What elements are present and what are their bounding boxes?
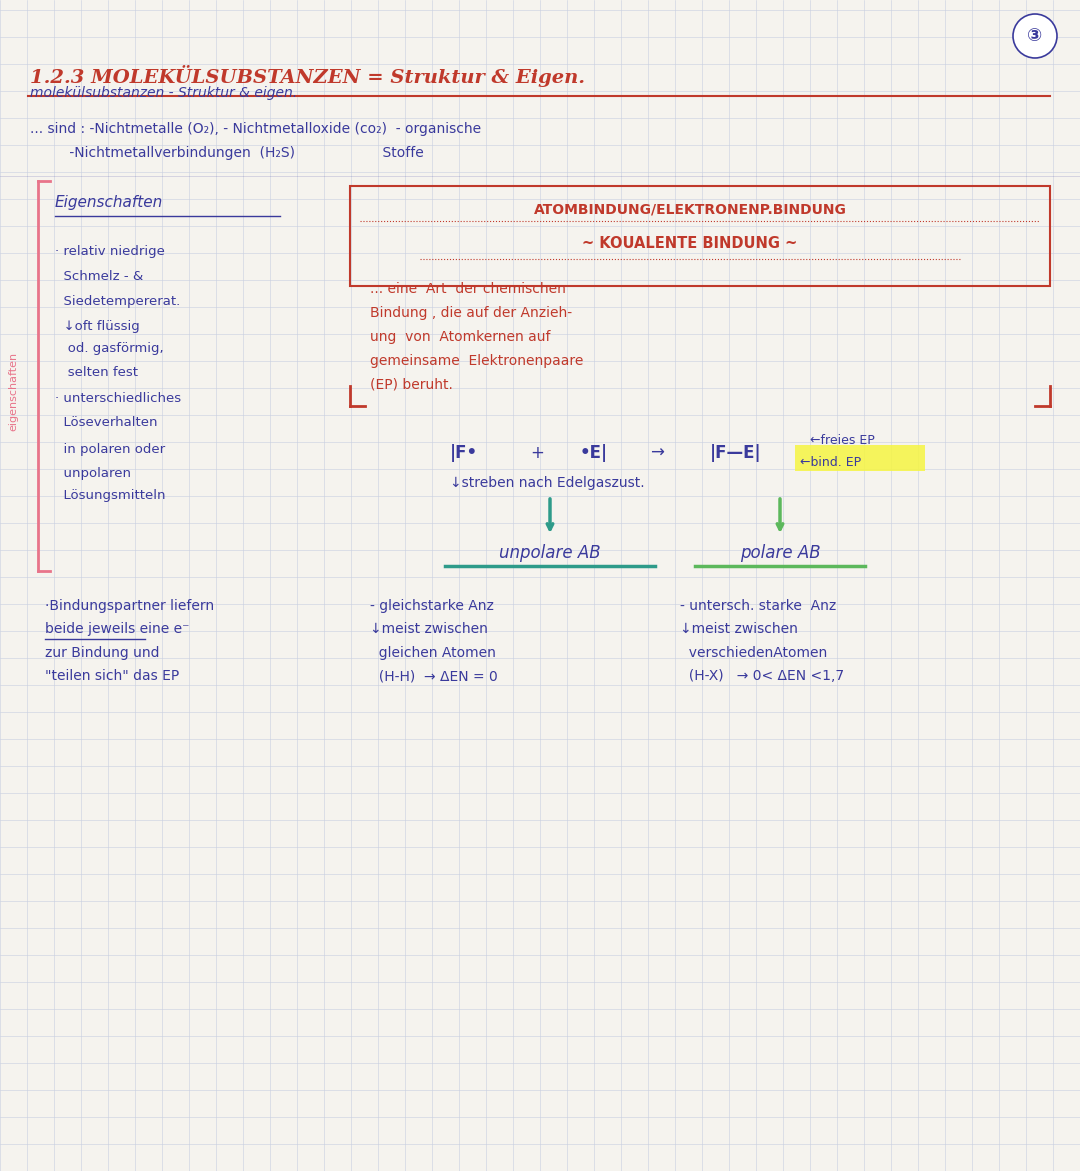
- Text: od. gasförmig,: od. gasförmig,: [55, 342, 164, 356]
- Text: selten fest: selten fest: [55, 367, 138, 379]
- Text: ·Bindungspartner liefern: ·Bindungspartner liefern: [45, 600, 214, 612]
- Text: beide jeweils eine e⁻: beide jeweils eine e⁻: [45, 622, 189, 636]
- Text: gemeinsame  Elektronenpaare: gemeinsame Elektronenpaare: [370, 354, 583, 368]
- Text: +: +: [530, 444, 544, 463]
- Text: - gleichstarke Anz: - gleichstarke Anz: [370, 600, 494, 612]
- Text: unpolare AB: unpolare AB: [499, 545, 600, 562]
- Text: Eigenschaften: Eigenschaften: [55, 196, 163, 211]
- Text: Lösungsmitteln: Lösungsmitteln: [55, 489, 165, 502]
- Text: →: →: [650, 444, 664, 463]
- Text: polare AB: polare AB: [740, 545, 821, 562]
- Text: - untersch. starke  Anz: - untersch. starke Anz: [680, 600, 836, 612]
- Text: ③: ③: [1027, 27, 1042, 44]
- Text: in polaren oder: in polaren oder: [55, 443, 165, 456]
- Text: molekülsubstanzen - Struktur & eigen.: molekülsubstanzen - Struktur & eigen.: [30, 85, 297, 100]
- Text: ~ KOUALENTE BINDUNG ~: ~ KOUALENTE BINDUNG ~: [582, 235, 798, 251]
- Text: ↓streben nach Edelgaszust.: ↓streben nach Edelgaszust.: [450, 475, 645, 489]
- Text: Löseverhalten: Löseverhalten: [55, 417, 158, 430]
- Text: ... sind : -Nichtmetalle (O₂), - Nichtmetalloxide (co₂)  - organische: ... sind : -Nichtmetalle (O₂), - Nichtme…: [30, 122, 481, 136]
- Text: eigenschaften: eigenschaften: [8, 351, 18, 431]
- Text: Bindung , die auf der Anzieh-: Bindung , die auf der Anzieh-: [370, 306, 572, 320]
- Text: verschiedenAtomen: verschiedenAtomen: [680, 646, 827, 660]
- Text: •E|: •E|: [580, 444, 608, 463]
- Text: -Nichtmetallverbindungen  (H₂S)                    Stoffe: -Nichtmetallverbindungen (H₂S) Stoffe: [30, 146, 423, 160]
- Text: |F•: |F•: [450, 444, 478, 463]
- Text: ... eine  Art  der chemischen: ... eine Art der chemischen: [370, 282, 566, 296]
- Text: ↓meist zwischen: ↓meist zwischen: [680, 622, 798, 636]
- Text: ←bind. EP: ←bind. EP: [800, 457, 861, 470]
- Text: ←freies EP: ←freies EP: [810, 434, 875, 447]
- Text: (H-X)   → 0< ΔEN <1,7: (H-X) → 0< ΔEN <1,7: [680, 669, 845, 683]
- Text: ATOMBINDUNG/ELEKTRONENP.BINDUNG: ATOMBINDUNG/ELEKTRONENP.BINDUNG: [534, 203, 847, 215]
- Text: zur Bindung und: zur Bindung und: [45, 646, 160, 660]
- Text: "teilen sich" das EP: "teilen sich" das EP: [45, 669, 179, 683]
- Text: Siedetempererat.: Siedetempererat.: [55, 294, 180, 308]
- Text: · unterschiedliches: · unterschiedliches: [55, 392, 181, 405]
- Text: gleichen Atomen: gleichen Atomen: [370, 646, 496, 660]
- Text: (EP) beruht.: (EP) beruht.: [370, 378, 453, 392]
- Text: 1.2.3 MOLEKÜLSUBSTANZEN = Struktur & Eigen.: 1.2.3 MOLEKÜLSUBSTANZEN = Struktur & Eig…: [30, 66, 585, 87]
- Text: ↓meist zwischen: ↓meist zwischen: [370, 622, 488, 636]
- Text: Schmelz - &: Schmelz - &: [55, 269, 144, 282]
- Text: ↓oft flüssig: ↓oft flüssig: [55, 320, 139, 333]
- Text: · relativ niedrige: · relativ niedrige: [55, 245, 165, 258]
- FancyBboxPatch shape: [795, 445, 924, 471]
- Text: |F—E|: |F—E|: [710, 444, 761, 463]
- Text: (H-H)  → ΔEN = 0: (H-H) → ΔEN = 0: [370, 669, 498, 683]
- Circle shape: [1013, 14, 1057, 59]
- Text: unpolaren: unpolaren: [55, 466, 131, 479]
- Text: ung  von  Atomkernen auf: ung von Atomkernen auf: [370, 330, 551, 344]
